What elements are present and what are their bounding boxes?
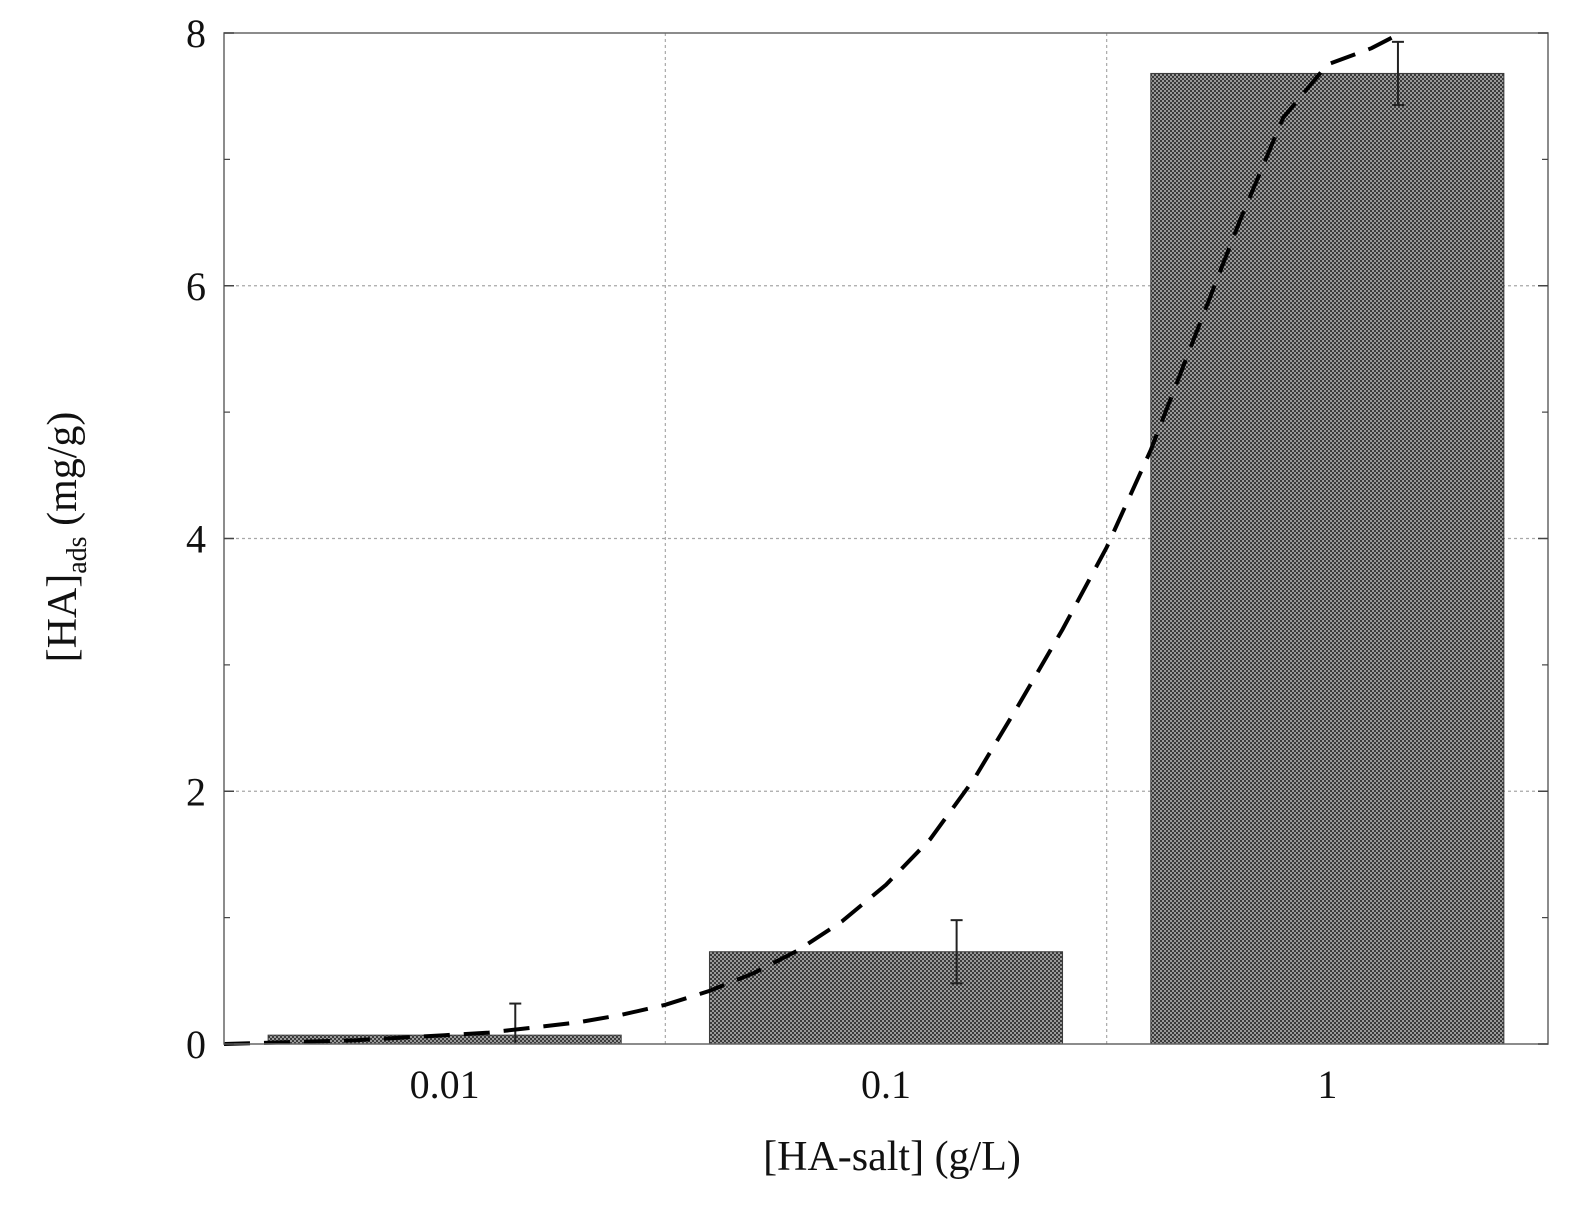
bar	[1150, 72, 1505, 1045]
y-tick-label: 8	[186, 11, 206, 56]
error-bar	[509, 1002, 522, 1044]
x-tick-label: 1	[1317, 1062, 1337, 1107]
error-bar	[950, 919, 963, 985]
bars	[267, 72, 1505, 1045]
y-axis-title-subscript: ads	[62, 536, 93, 573]
y-tick-label: 2	[186, 769, 206, 814]
x-axis-title: [HA-salt] (g/L)	[763, 1134, 1021, 1180]
y-tick-label: 0	[186, 1022, 206, 1067]
y-axis-title: [HA]ads (mg/g)	[40, 412, 93, 663]
error-bars	[509, 40, 1404, 1044]
fit-curve-group	[223, 35, 1395, 1046]
plot-frame	[223, 32, 1549, 1045]
x-tick-label: 0.1	[861, 1062, 911, 1107]
grid	[224, 33, 1548, 1044]
y-axis-title-unit: (mg/g)	[40, 412, 86, 537]
error-bar	[1391, 40, 1404, 107]
y-tick-label: 4	[186, 517, 206, 562]
bar	[708, 951, 1064, 1045]
y-axis-title-main: [HA]	[40, 574, 86, 663]
tick-labels: 0 2 4 6 8 0.01 0.1 1	[186, 11, 1337, 1107]
x-tick-label: 0.01	[410, 1062, 480, 1107]
fit-curve	[223, 35, 1395, 1046]
y-tick-label: 6	[186, 264, 206, 309]
